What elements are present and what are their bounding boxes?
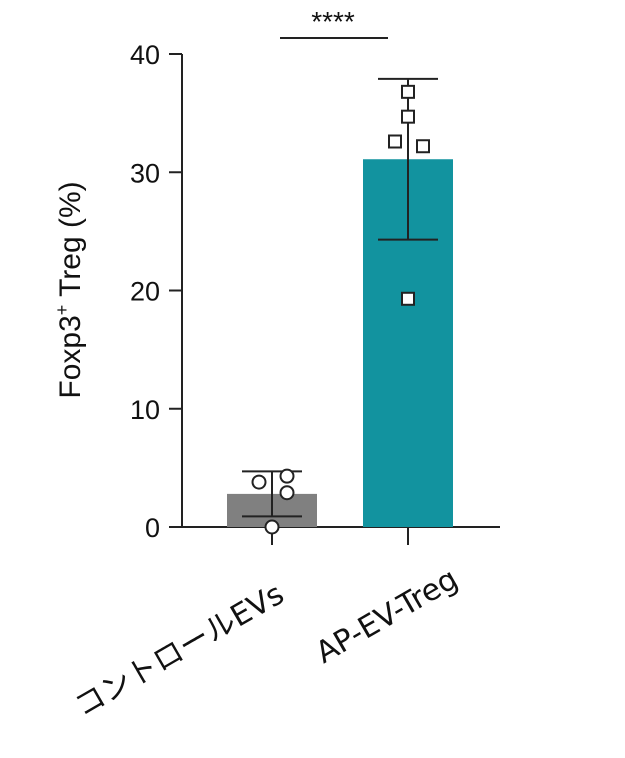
x-category-label-ap-ev-treg: AP-EV-Treg (310, 562, 464, 671)
point-1-3 (416, 139, 430, 154)
point-1-1 (401, 109, 415, 124)
point-0-2 (279, 485, 295, 501)
point-0-0 (279, 468, 295, 484)
point-1-0 (401, 84, 415, 99)
y-axis-label-rest: Treg (%) (54, 181, 87, 304)
point-0-1 (251, 474, 267, 490)
point-1-4 (401, 291, 415, 306)
x-category-label-control: コントロールEVs (69, 577, 290, 725)
y-tick-label-0: 0 (145, 513, 160, 543)
significance-label: **** (311, 6, 355, 37)
y-tick-label-10: 10 (130, 395, 160, 425)
y-ticks: 0 10 20 30 40 (130, 40, 182, 543)
y-axis-label: Foxp3+ Treg (%) (52, 181, 87, 398)
error-bars (242, 77, 438, 518)
y-tick-label-30: 30 (130, 158, 160, 188)
data-points (251, 84, 430, 535)
point-1-2 (388, 134, 402, 149)
y-tick-label-40: 40 (130, 40, 160, 70)
y-tick-label-20: 20 (130, 277, 160, 307)
y-axis-label-main: Foxp3 (54, 315, 87, 398)
point-0-3 (264, 519, 280, 535)
y-axis-label-superscript: + (52, 305, 72, 316)
x-ticks (271, 527, 409, 545)
